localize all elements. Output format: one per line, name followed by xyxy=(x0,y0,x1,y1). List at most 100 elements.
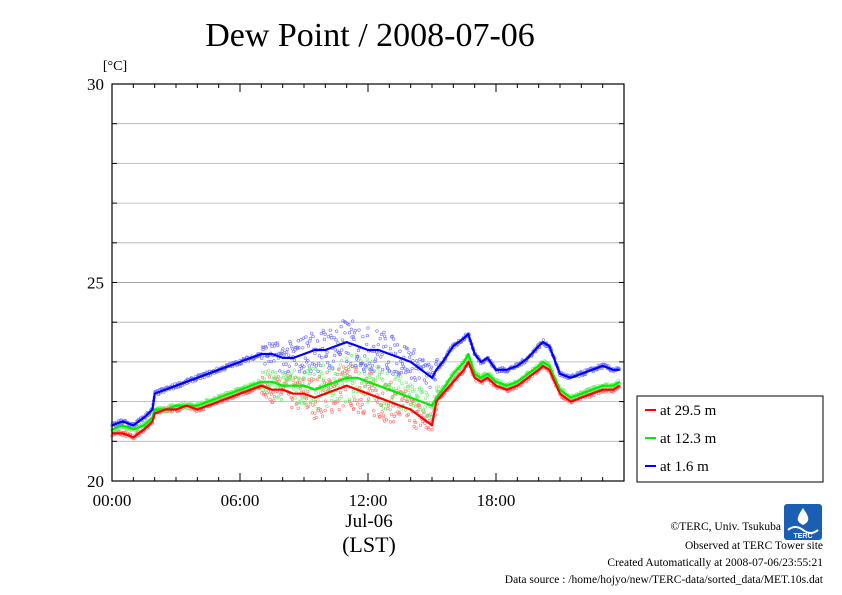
sample-point xyxy=(371,370,375,374)
chart-title: Dew Point / 2008-07-06 xyxy=(205,17,535,54)
sample-point xyxy=(314,415,318,420)
sample-point xyxy=(312,377,316,382)
sample-point xyxy=(330,410,334,414)
legend-box xyxy=(636,395,824,483)
sample-point xyxy=(284,362,288,366)
sample-point xyxy=(320,371,324,376)
sample-point xyxy=(297,378,301,382)
sample-point xyxy=(260,356,264,360)
sample-point xyxy=(317,375,321,379)
sample-point xyxy=(308,372,313,376)
sample-point xyxy=(377,365,381,369)
sample-point xyxy=(306,389,310,394)
sample-point xyxy=(288,340,292,344)
sample-point xyxy=(313,351,317,355)
sample-point xyxy=(351,407,355,411)
sample-point xyxy=(384,407,388,411)
sample-point xyxy=(355,398,359,402)
sample-point xyxy=(332,335,336,340)
sample-point xyxy=(315,377,320,382)
sample-point xyxy=(316,398,320,402)
sample-point xyxy=(346,351,350,355)
sample-point xyxy=(313,367,318,371)
sample-point xyxy=(383,334,387,338)
sample-point xyxy=(405,398,409,402)
sample-point xyxy=(360,361,364,365)
sample-point xyxy=(308,337,313,341)
sample-point xyxy=(393,343,397,347)
sample-point xyxy=(367,361,371,365)
sample-point xyxy=(393,377,397,382)
sample-point xyxy=(395,343,400,347)
sample-point xyxy=(327,388,331,392)
legend-label: at 1.6 m xyxy=(660,459,709,475)
sample-point xyxy=(352,337,356,342)
sample-point xyxy=(301,376,305,380)
sample-point xyxy=(404,371,408,375)
sample-point xyxy=(284,378,288,382)
sample-point xyxy=(365,357,369,361)
sample-point xyxy=(297,346,301,350)
series-lines xyxy=(111,333,621,439)
sample-point xyxy=(370,364,375,368)
sample-point xyxy=(422,378,426,382)
sample-point xyxy=(350,335,354,339)
sample-point xyxy=(360,381,364,385)
sample-point xyxy=(410,385,414,389)
sample-point xyxy=(311,366,315,371)
sample-point xyxy=(265,391,269,395)
sample-point xyxy=(306,371,310,376)
sample-point xyxy=(292,387,296,391)
sample-point xyxy=(345,356,349,360)
sample-point xyxy=(398,349,402,353)
sample-point xyxy=(297,369,302,374)
sample-point xyxy=(376,353,380,357)
sample-point xyxy=(412,401,416,406)
sample-point xyxy=(424,381,428,385)
sample-point xyxy=(361,335,365,339)
sample-point xyxy=(281,347,285,351)
sample-point xyxy=(363,372,367,376)
sample-point xyxy=(375,329,379,333)
gridlines xyxy=(112,83,624,482)
sample-point xyxy=(390,412,394,416)
sample-point xyxy=(331,392,336,396)
sample-point xyxy=(386,407,390,411)
sample-point xyxy=(273,385,277,389)
sample-point xyxy=(281,375,286,380)
sample-point xyxy=(391,404,395,408)
sample-point xyxy=(408,369,412,374)
sample-point xyxy=(344,388,348,392)
sample-point xyxy=(408,383,412,387)
sample-point xyxy=(345,359,349,364)
sample-point xyxy=(285,373,289,377)
sample-point xyxy=(354,364,358,368)
sample-point xyxy=(360,402,364,406)
sample-point xyxy=(268,397,272,401)
sample-point xyxy=(416,409,420,413)
sample-point xyxy=(333,353,337,357)
sample-point xyxy=(372,344,376,348)
sample-point xyxy=(424,390,428,395)
sample-point xyxy=(292,358,297,362)
sample-point xyxy=(412,348,416,352)
sample-point xyxy=(429,365,433,369)
sample-point xyxy=(399,407,403,411)
sample-point xyxy=(355,355,359,359)
x-tick-label: 06:00 xyxy=(221,491,260,510)
sample-point xyxy=(352,379,357,383)
sample-point xyxy=(296,339,300,343)
sample-point xyxy=(409,376,414,380)
legend-label: at 12.3 m xyxy=(660,431,717,447)
sample-point xyxy=(333,372,337,376)
sample-point xyxy=(409,402,413,407)
sample-point xyxy=(427,362,431,367)
sample-point xyxy=(317,354,321,358)
sample-point xyxy=(311,334,315,339)
sample-point xyxy=(400,366,404,371)
sample-point xyxy=(314,391,318,395)
sample-point xyxy=(306,359,310,363)
sample-point xyxy=(270,383,274,387)
sample-point xyxy=(319,331,323,336)
